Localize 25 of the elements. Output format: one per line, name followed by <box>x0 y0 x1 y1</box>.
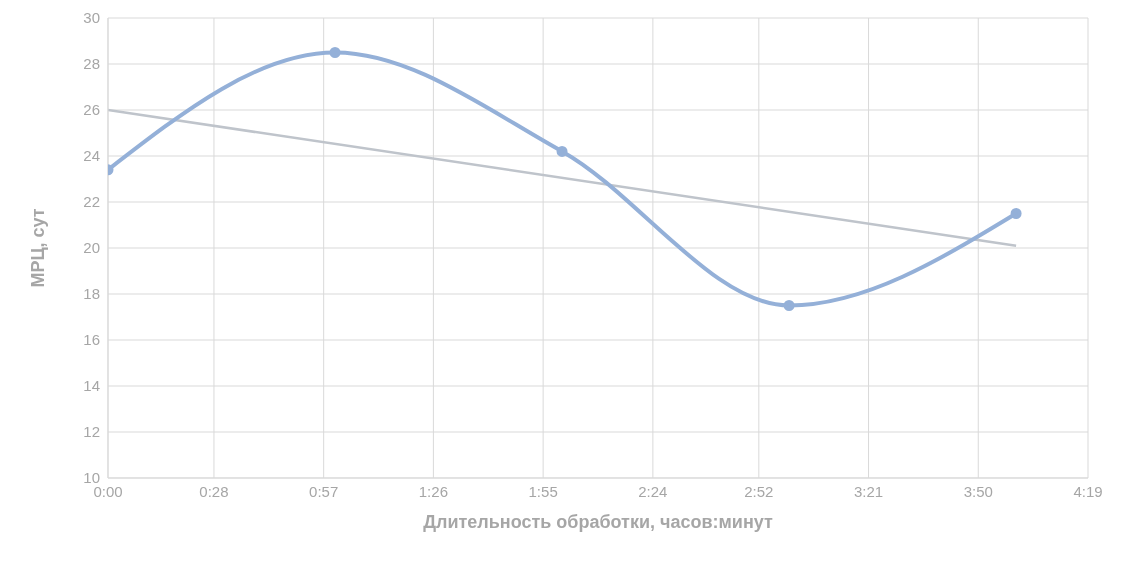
y-tick-label: 22 <box>83 193 100 211</box>
y-axis-title: МРЦ, сут <box>28 208 49 288</box>
x-tick-label: 4:19 <box>1073 482 1103 500</box>
y-tick-label: 26 <box>83 101 100 119</box>
point <box>1010 208 1022 219</box>
y-tick-label: 14 <box>83 377 100 395</box>
x-tick-label: 0:28 <box>199 482 229 500</box>
x-tick-label: 2:52 <box>744 482 774 500</box>
y-tick-label: 12 <box>83 423 100 441</box>
y-tick-label: 28 <box>83 55 100 73</box>
x-tick-label: 3:21 <box>853 482 884 500</box>
x-axis-title: Длительность обработки, часов:минут <box>423 512 774 532</box>
y-tick-label: 30 <box>83 9 100 27</box>
point <box>783 300 795 311</box>
y-tick-label: 20 <box>83 239 100 257</box>
x-tick-label: 2:24 <box>638 482 668 500</box>
x-tick-label: 1:55 <box>528 482 558 500</box>
x-tick-label: 1:26 <box>418 482 448 500</box>
y-tick-label: 24 <box>83 147 100 165</box>
y-tick-label: 18 <box>83 285 100 303</box>
y-tick-label: 16 <box>83 331 100 349</box>
x-tick-label: 0:57 <box>309 482 339 500</box>
point <box>556 145 568 157</box>
point <box>329 47 341 58</box>
x-tick-label: 3:50 <box>963 482 993 500</box>
